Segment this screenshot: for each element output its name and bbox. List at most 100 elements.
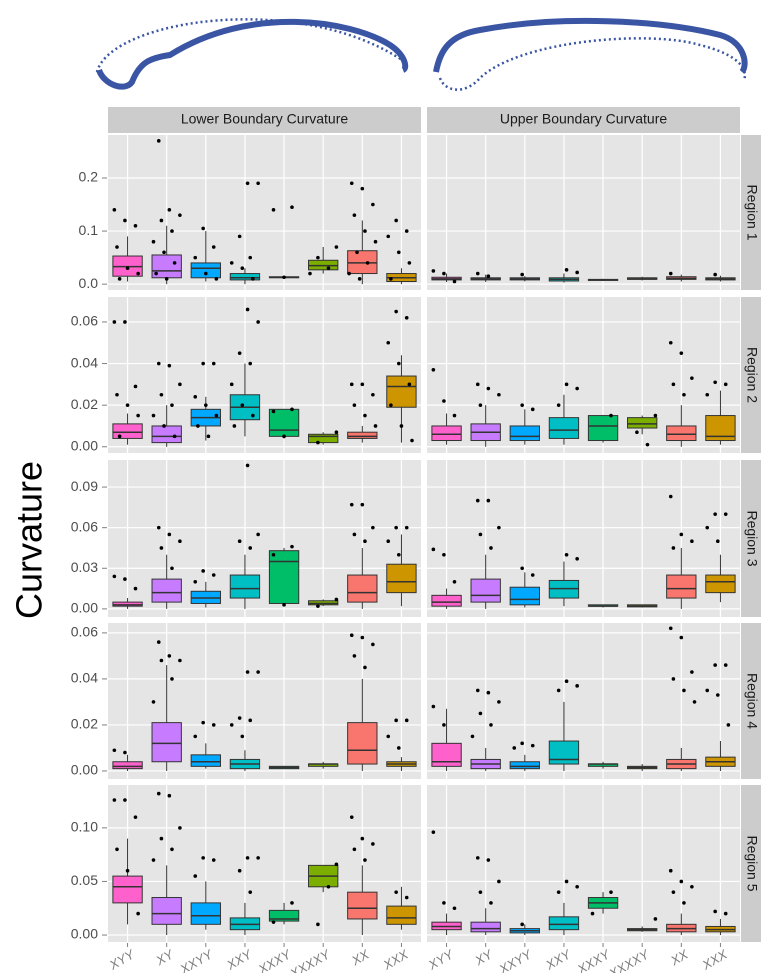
point [489,901,493,905]
box [627,417,658,429]
box [112,875,143,904]
point [282,434,286,439]
point [112,208,117,212]
point [159,392,164,397]
point [715,693,720,697]
point [133,384,138,389]
point [256,532,260,537]
row-strip [741,135,761,290]
point [497,392,501,397]
point [363,539,367,544]
point [159,218,164,223]
point [486,274,491,278]
point [245,463,250,468]
y-tick-label: 0.05 [71,872,98,888]
box [666,425,697,442]
point [316,255,320,260]
point [256,670,260,674]
point [713,909,717,914]
point [349,815,354,819]
point [211,245,216,249]
point [530,573,535,577]
point [489,546,493,550]
point [486,498,491,503]
point [713,663,717,667]
point [396,361,401,366]
y-tick-label: 0.02 [71,716,98,732]
point [556,403,561,407]
point [240,403,245,407]
point [308,271,312,276]
point [352,847,357,852]
box [548,916,580,931]
x-tick-label: XXX [699,946,731,973]
point [394,525,398,530]
point [668,494,673,499]
point [154,271,158,276]
point [371,525,375,530]
point [123,218,127,223]
x-tick-label: XXXXY [286,946,333,973]
point [211,723,216,727]
point [478,403,483,407]
point [156,361,161,366]
point [407,382,412,387]
box [386,375,417,408]
point [431,368,436,372]
point [590,911,595,916]
point [136,271,140,276]
point [178,539,182,544]
point [705,525,710,530]
point [360,836,365,841]
point [316,440,320,445]
point [133,586,138,591]
point [125,403,130,407]
point [123,750,127,755]
point [271,920,276,924]
point [404,316,409,320]
point [360,186,365,191]
point [133,223,138,228]
box [347,431,378,439]
point [497,879,501,884]
point [386,734,391,739]
y-tick-label: 0.06 [71,518,98,534]
point [326,266,331,271]
point [713,512,717,516]
point [193,395,198,399]
point [115,245,119,249]
point [170,229,174,233]
point [167,532,172,537]
point [442,552,446,557]
point [475,498,480,503]
y-tick-label: 0.00 [71,437,98,453]
row-strip [741,623,761,779]
point [679,879,684,884]
point [201,720,205,725]
point [172,261,177,265]
y-tick-label: 0.00 [71,926,98,942]
box [308,433,339,444]
point [349,181,354,186]
point [112,320,117,324]
point [645,442,650,447]
point [193,874,198,878]
box [347,574,378,603]
point [349,382,354,387]
point [211,858,216,862]
point [248,890,253,894]
point [316,604,320,608]
point [352,403,357,407]
point [136,413,140,418]
box [509,425,540,442]
y-tick-label: 0.1 [79,222,99,238]
point [206,434,211,439]
point [115,847,119,852]
point [705,392,710,397]
point [386,340,391,345]
point [564,268,569,272]
solid-outline [96,18,409,90]
box [347,722,378,765]
dotted-outline [95,18,406,73]
box [431,594,462,607]
